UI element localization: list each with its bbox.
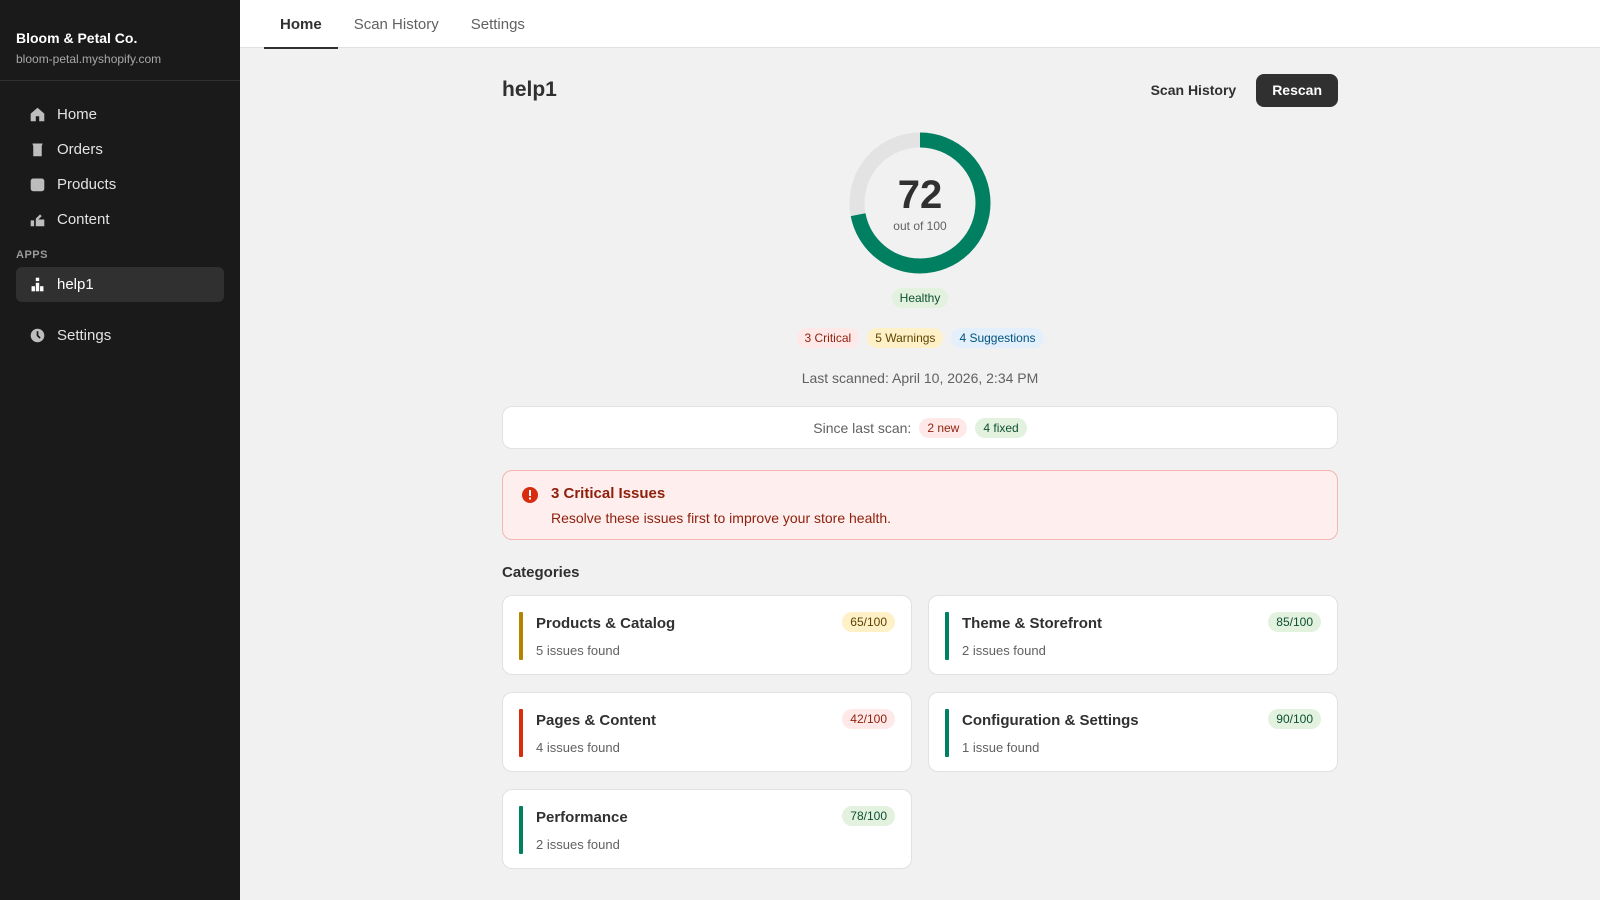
tab-home[interactable]: Home — [264, 0, 338, 49]
category-score-badge: 78/100 — [842, 806, 895, 826]
tab-bar: Home Scan History Settings — [240, 0, 1600, 49]
category-card-configuration-settings[interactable]: Configuration & Settings 1 issue found 9… — [928, 692, 1338, 772]
category-card-pages-content[interactable]: Pages & Content 4 issues found 42/100 — [502, 692, 912, 772]
category-issues: 4 issues found — [536, 740, 620, 755]
category-status-bar — [519, 806, 523, 854]
category-status-bar — [945, 612, 949, 660]
score-gauge-arc — [849, 132, 991, 274]
category-issues: 2 issues found — [536, 837, 620, 852]
warnings-count-badge: 5 Warnings — [867, 328, 944, 348]
category-issues: 2 issues found — [962, 643, 1046, 658]
since-last-scan-label: Since last scan: — [813, 419, 912, 436]
category-name: Products & Catalog — [536, 615, 676, 632]
content-icon — [28, 211, 46, 229]
issue-counts: 3 Critical 5 Warnings 4 Suggestions — [796, 328, 1044, 348]
app-icon — [28, 276, 46, 294]
sidebar-item-content[interactable]: Content — [16, 202, 224, 237]
sidebar-item-home[interactable]: Home — [16, 97, 224, 132]
critical-issues-banner[interactable]: 3 Critical Issues Resolve these issues f… — [502, 470, 1338, 540]
category-name: Pages & Content — [536, 712, 657, 729]
suggestions-count-badge: 4 Suggestions — [951, 328, 1044, 348]
new-issues-badge: 2 new — [919, 417, 968, 438]
sidebar-item-products[interactable]: Products — [16, 167, 224, 202]
category-issues: 1 issue found — [962, 740, 1040, 755]
health-status-badge: Healthy — [891, 288, 949, 308]
page-header: help1 Scan History Rescan — [502, 48, 1338, 132]
sidebar-item-orders[interactable]: Orders — [16, 132, 224, 167]
category-score-badge: 90/100 — [1268, 709, 1321, 729]
category-status-bar — [945, 709, 949, 757]
settings-icon — [28, 327, 46, 345]
scan-history-button[interactable]: Scan History — [1137, 73, 1251, 107]
sidebar-item-label: help1 — [57, 276, 94, 293]
sidebar-item-label: Products — [57, 176, 117, 193]
sidebar-item-label: Content — [57, 211, 110, 228]
fixed-issues-badge: 4 fixed — [975, 417, 1027, 438]
alert-icon — [521, 486, 539, 504]
main-content: help1 Scan History Rescan 72 out of 100 … — [502, 48, 1338, 869]
category-name: Performance — [536, 809, 628, 826]
since-last-scan-card: Since last scan: 2 new 4 fixed — [502, 406, 1338, 449]
tab-scan-history[interactable]: Scan History — [353, 15, 439, 33]
category-score-badge: 65/100 — [842, 612, 895, 632]
category-status-bar — [519, 612, 523, 660]
sidebar-item-label: Settings — [57, 327, 112, 344]
categories-heading: Categories — [502, 564, 580, 581]
page-title: help1 — [502, 78, 557, 101]
score-gauge: 72 out of 100 — [849, 132, 991, 274]
health-score-section: 72 out of 100 Healthy 3 Critical 5 Warni… — [502, 132, 1338, 386]
rescan-button[interactable]: Rescan — [1256, 73, 1338, 107]
categories-grid: Products & Catalog 5 issues found 65/100… — [502, 595, 1338, 869]
home-icon — [28, 106, 46, 124]
products-icon — [28, 176, 46, 194]
orders-icon — [28, 141, 46, 159]
store-header[interactable]: Bloom & Petal Co. bloom-petal.myshopify.… — [0, 0, 240, 81]
store-domain: bloom-petal.myshopify.com — [16, 52, 162, 66]
category-issues: 5 issues found — [536, 643, 620, 658]
sidebar-item-help1[interactable]: help1 — [16, 267, 224, 302]
last-scanned-text: Last scanned: April 10, 2026, 2:34 PM — [801, 370, 1039, 386]
category-name: Theme & Storefront — [962, 615, 1103, 632]
category-score-badge: 42/100 — [842, 709, 895, 729]
category-card-performance[interactable]: Performance 2 issues found 78/100 — [502, 789, 912, 869]
store-name: Bloom & Petal Co. — [16, 30, 138, 46]
sidebar-item-label: Orders — [57, 141, 103, 158]
category-name: Configuration & Settings — [962, 712, 1139, 729]
category-card-products-catalog[interactable]: Products & Catalog 5 issues found 65/100 — [502, 595, 912, 675]
sidebar-item-settings[interactable]: Settings — [16, 318, 224, 353]
score-gauge-ring — [849, 132, 991, 274]
sidebar-item-label: Home — [57, 106, 98, 123]
score-out-of: out of 100 — [893, 219, 947, 233]
category-card-theme-storefront[interactable]: Theme & Storefront 2 issues found 85/100 — [928, 595, 1338, 675]
tab-settings[interactable]: Settings — [470, 15, 525, 33]
sidebar: Bloom & Petal Co. bloom-petal.myshopify.… — [0, 0, 240, 900]
banner-body: 3 Critical Issues Resolve these issues f… — [551, 485, 892, 526]
score-gauge-label: 72 out of 100 — [849, 132, 991, 274]
category-status-bar — [519, 709, 523, 757]
banner-text: Resolve these issues first to improve yo… — [551, 510, 892, 526]
category-score-badge: 85/100 — [1268, 612, 1321, 632]
apps-section-label: APPS — [16, 249, 48, 261]
score-value: 72 — [897, 173, 943, 217]
header-actions: Scan History Rescan — [1137, 73, 1338, 107]
sidebar-nav: Home Orders Products Content APPS help — [0, 81, 240, 353]
banner-title: 3 Critical Issues — [551, 485, 666, 502]
critical-count-badge: 3 Critical — [796, 328, 860, 348]
